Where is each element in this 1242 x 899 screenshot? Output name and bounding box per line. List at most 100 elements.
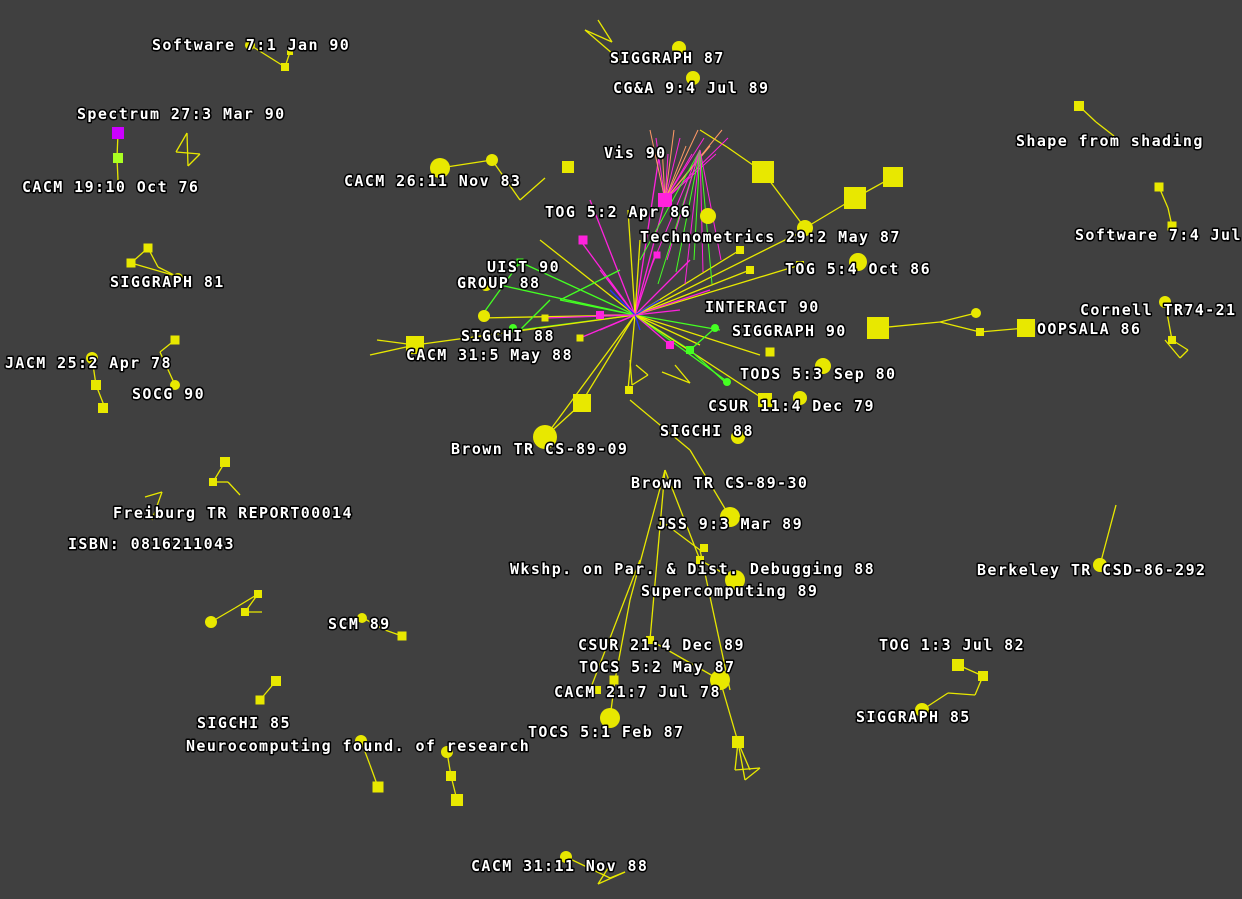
edge <box>634 149 661 316</box>
node-label: TOG 1:3 Jul 82 <box>879 636 1025 654</box>
node <box>1159 296 1171 308</box>
node <box>700 544 708 552</box>
node <box>560 851 572 863</box>
node <box>725 570 745 590</box>
edge <box>719 679 739 743</box>
node <box>976 328 984 336</box>
edge <box>689 449 731 518</box>
node-label: Cornell TR74-21 <box>1080 301 1236 319</box>
node-label: SIGCHI 85 <box>197 714 291 732</box>
node <box>170 335 180 345</box>
node <box>573 394 591 412</box>
node <box>765 347 775 357</box>
node-label: SIGGRAPH 81 <box>110 273 225 291</box>
edge <box>939 321 981 333</box>
edge <box>539 239 636 316</box>
node <box>126 258 136 268</box>
node <box>646 636 654 644</box>
edge <box>629 399 691 451</box>
edge <box>634 314 701 346</box>
node-label: CACM 31:11 Nov 88 <box>471 857 648 875</box>
node <box>797 220 813 236</box>
edge <box>519 261 636 316</box>
edge <box>675 149 701 273</box>
node <box>451 794 463 806</box>
edge <box>1099 504 1117 566</box>
edge <box>499 284 636 316</box>
node <box>143 243 153 253</box>
node-label: Spectrum 27:3 Mar 90 <box>77 105 286 123</box>
node <box>173 273 183 283</box>
node-label: Freiburg TR REPORT00014 <box>113 504 353 522</box>
node <box>915 703 929 717</box>
node <box>653 251 661 259</box>
edge <box>1164 301 1173 341</box>
node <box>446 771 456 781</box>
edge <box>609 289 636 316</box>
edge <box>627 314 636 391</box>
node-label: JSS 9:3 Mar 89 <box>657 515 803 533</box>
edge <box>744 767 761 781</box>
node <box>723 378 731 386</box>
node <box>91 380 101 390</box>
node-label: SIGGRAPH 87 <box>610 49 725 67</box>
edge <box>629 469 666 601</box>
node <box>562 161 574 173</box>
node <box>1167 221 1177 231</box>
node <box>883 167 903 187</box>
edge <box>187 153 201 167</box>
node-label: Vis 90 <box>604 144 667 162</box>
node <box>86 352 98 364</box>
node <box>397 631 407 641</box>
edge <box>693 149 701 261</box>
node <box>666 341 674 349</box>
edge <box>159 351 176 386</box>
edge <box>674 364 691 384</box>
node <box>796 261 804 269</box>
node <box>205 616 217 628</box>
edge <box>737 741 746 781</box>
edge <box>634 259 691 316</box>
node <box>844 187 866 209</box>
node <box>696 556 704 564</box>
node-label: CACM 19:10 Oct 76 <box>22 178 199 196</box>
edge <box>661 145 666 201</box>
edge <box>634 309 681 316</box>
edge <box>689 327 716 351</box>
edge <box>565 856 611 879</box>
edge <box>249 44 286 68</box>
node <box>112 127 124 139</box>
edge <box>634 239 641 316</box>
node <box>1154 182 1164 192</box>
edge <box>655 137 666 201</box>
node <box>255 695 265 705</box>
node-label: UIST 90 <box>487 258 560 276</box>
node <box>281 63 289 71</box>
node-label: Supercomputing 89 <box>641 582 818 600</box>
node <box>971 308 981 318</box>
edge <box>629 359 633 386</box>
node-label: TOG 5:4 Oct 86 <box>785 260 931 278</box>
node-label: SCM 89 <box>328 615 391 633</box>
edge <box>699 549 731 691</box>
node <box>686 346 694 354</box>
node-label: CSUR 11:4 Dec 79 <box>708 397 875 415</box>
edge <box>151 491 163 521</box>
node <box>736 246 744 254</box>
edge <box>649 129 666 201</box>
node-label: OOPSALA 86 <box>1037 320 1141 338</box>
edge <box>947 692 976 696</box>
node-label: ISBN: 0816211043 <box>68 535 235 553</box>
node <box>486 154 498 166</box>
edge <box>519 299 551 331</box>
node-label: Software 7:1 Jan 90 <box>152 36 350 54</box>
edge <box>491 159 521 201</box>
node <box>480 279 492 291</box>
node-label: SIGCHI 88 <box>660 422 754 440</box>
edge <box>414 314 636 346</box>
node <box>241 608 249 616</box>
node <box>1168 336 1176 344</box>
node <box>849 253 867 271</box>
edge <box>1164 339 1181 359</box>
edge <box>634 269 751 316</box>
